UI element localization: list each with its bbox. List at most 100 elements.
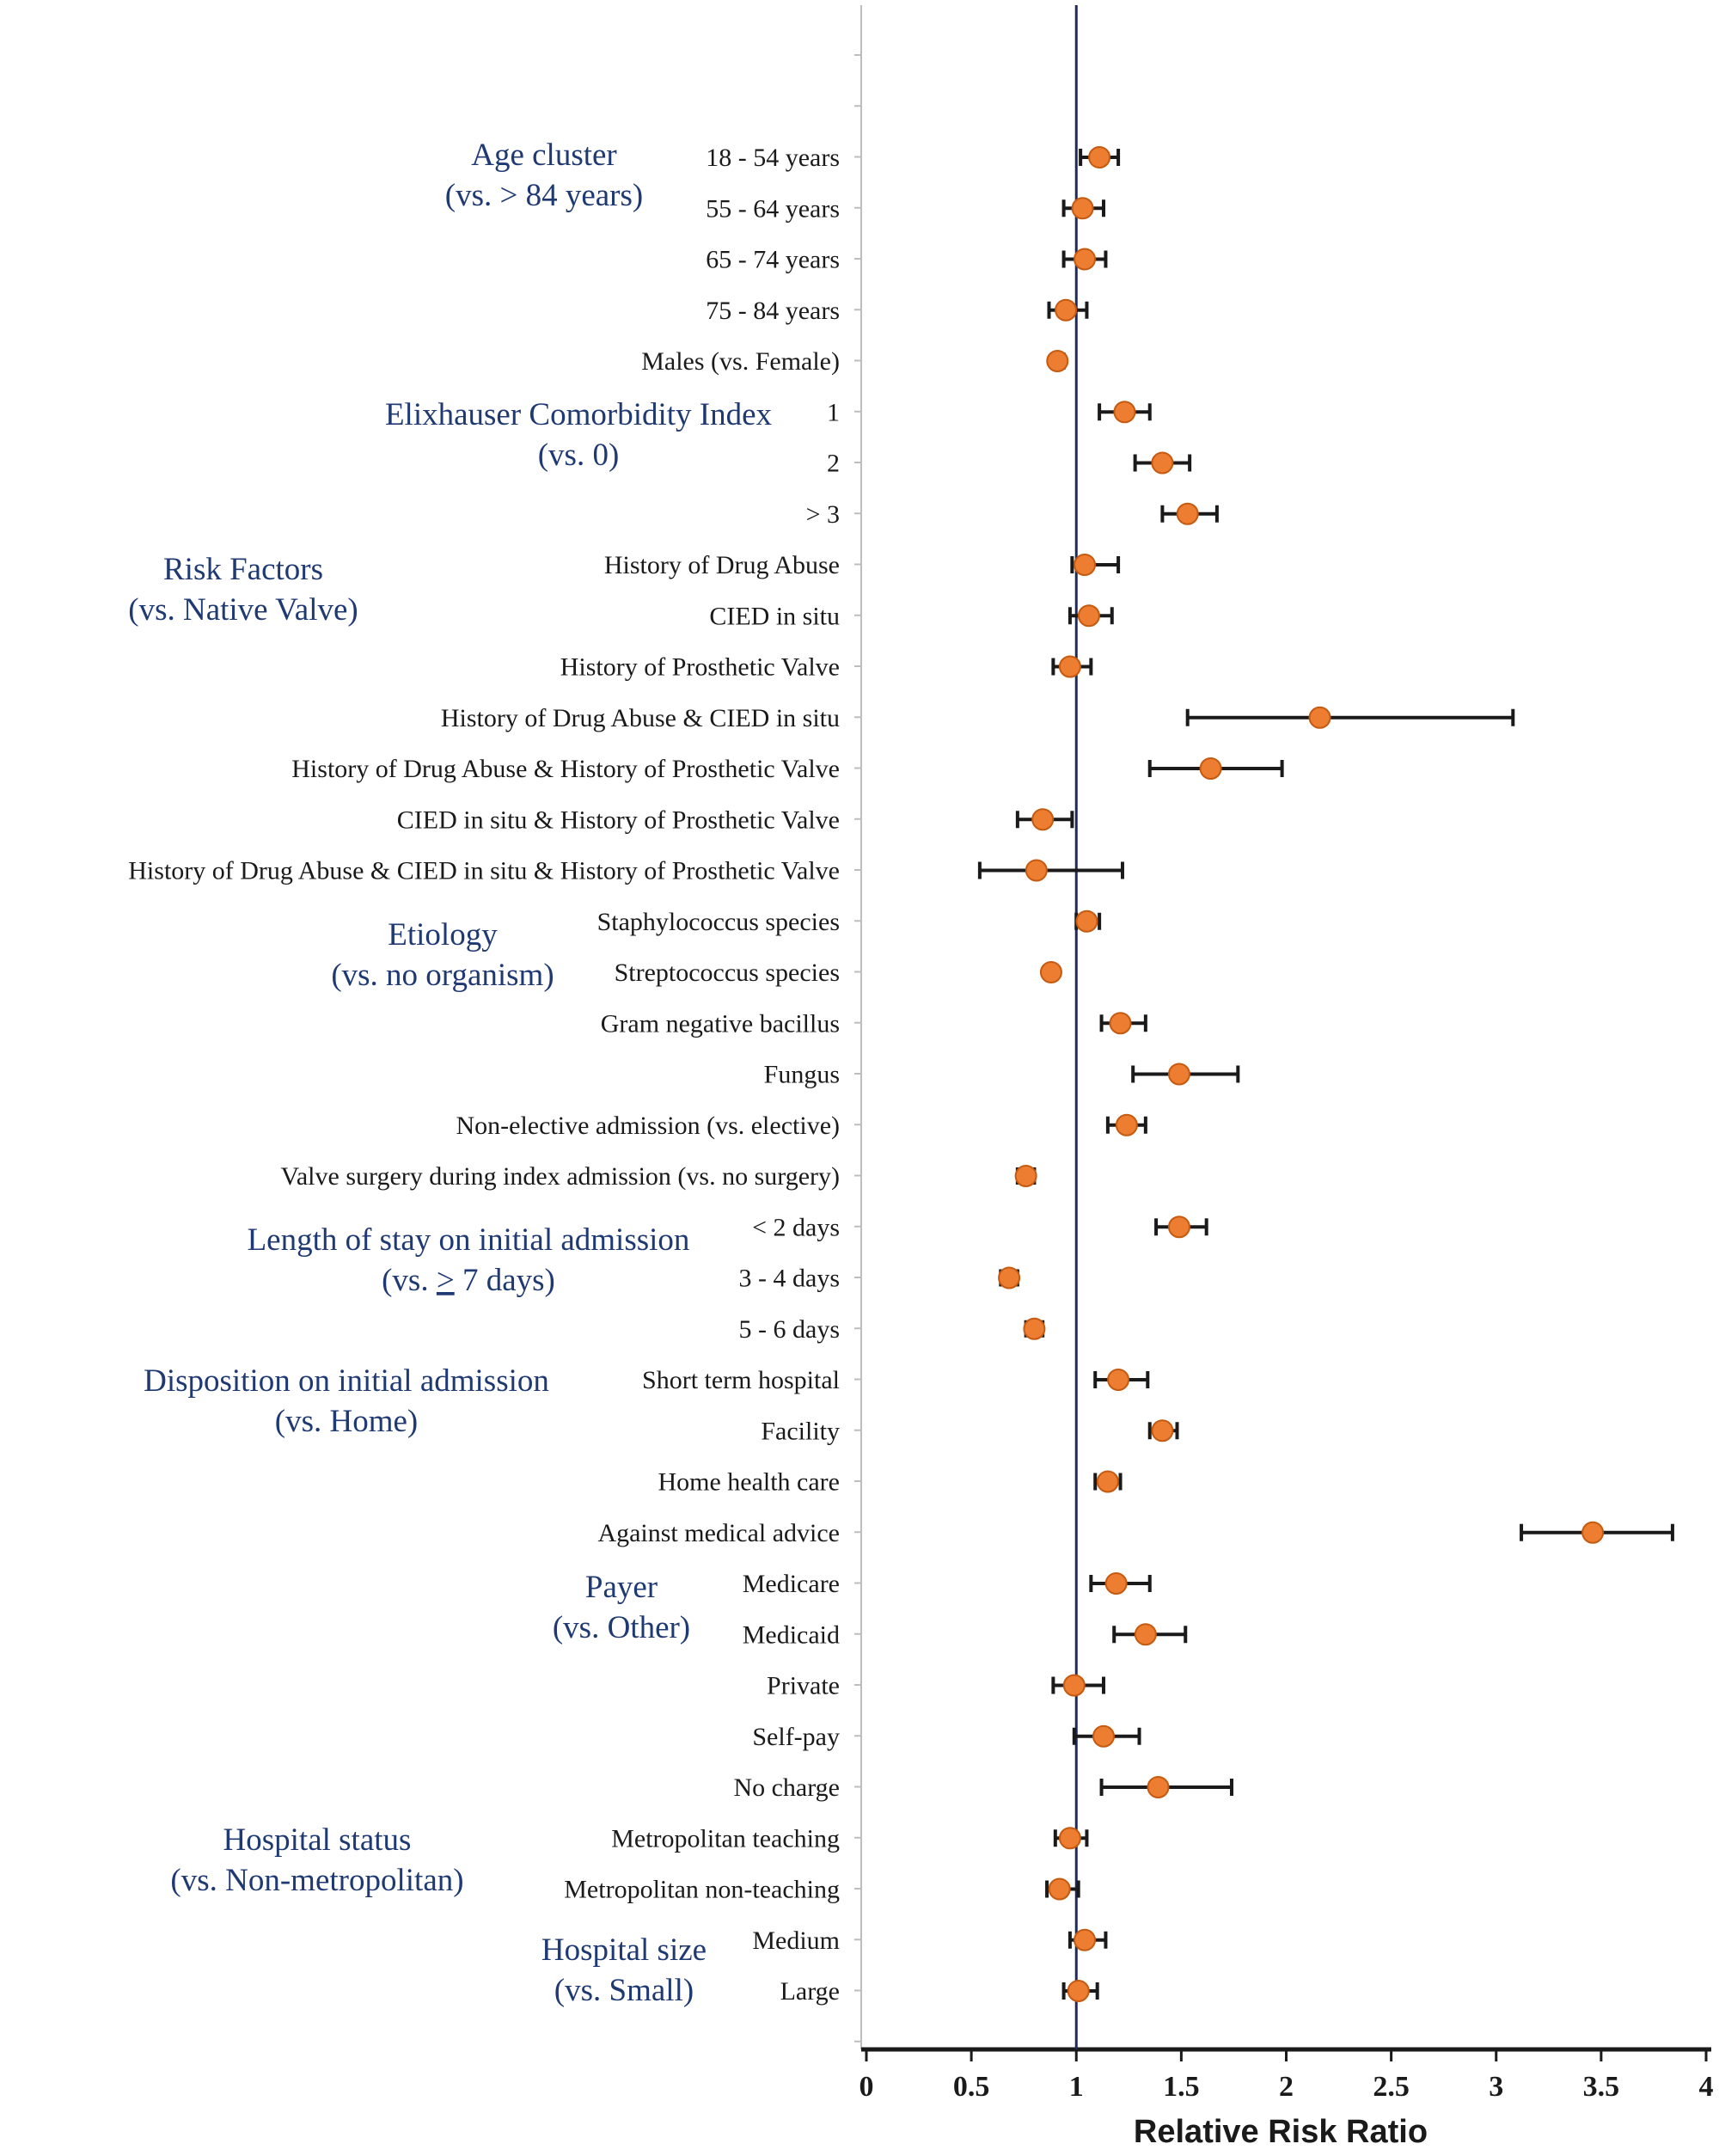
- estimate-point: [1055, 298, 1078, 322]
- estimate-point: [1104, 1572, 1128, 1595]
- estimate-point: [1071, 197, 1094, 220]
- group-label: (vs. Native Valve): [128, 592, 358, 628]
- x-tick-label: 2: [1279, 2071, 1294, 2103]
- estimate-point: [1074, 554, 1097, 576]
- estimate-point: [1067, 1980, 1090, 2002]
- group-label: (vs. Home): [275, 1404, 418, 1439]
- row-label: Streptococcus species: [615, 959, 840, 987]
- estimate-point: [1088, 146, 1111, 168]
- row-label: History of Prosthetic Valve: [560, 653, 840, 682]
- estimate-point: [1074, 1928, 1097, 1951]
- group-label: Risk Factors: [163, 552, 323, 587]
- row-label: Large: [780, 1977, 840, 2006]
- group-label: Length of stay on initial admission: [248, 1222, 690, 1258]
- row-label: Short term hospital: [642, 1366, 840, 1394]
- estimate-point: [998, 1266, 1021, 1289]
- group-label: (vs. no organism): [331, 958, 554, 993]
- group-label: Payer: [585, 1570, 658, 1605]
- x-tick-label: 3.5: [1583, 2071, 1620, 2103]
- row-label: 65 - 74 years: [706, 246, 840, 274]
- estimate-point: [1113, 401, 1136, 424]
- estimate-point: [1058, 1827, 1081, 1850]
- row-label: < 2 days: [752, 1213, 840, 1241]
- row-label: 3 - 4 days: [739, 1265, 840, 1293]
- estimate-point: [1092, 1724, 1116, 1748]
- estimate-point: [1048, 1877, 1071, 1901]
- x-tick-label: 4: [1699, 2071, 1714, 2103]
- row-label: 5 - 6 days: [739, 1315, 840, 1344]
- row-label: Medium: [752, 1926, 840, 1955]
- row-label: 55 - 64 years: [706, 194, 840, 223]
- row-label: Fungus: [764, 1061, 840, 1089]
- row-label: Self-pay: [752, 1723, 840, 1751]
- group-label: Hospital status: [223, 1822, 412, 1858]
- estimate-point: [1107, 1369, 1130, 1391]
- row-label: History of Drug Abuse: [604, 551, 840, 579]
- estimate-point: [1167, 1216, 1190, 1239]
- estimate-point: [1151, 1419, 1174, 1442]
- row-label: Non-elective admission (vs. elective): [456, 1112, 840, 1140]
- row-label: Metropolitan teaching: [611, 1824, 840, 1853]
- group-label: (vs. Non-metropolitan): [170, 1863, 463, 1898]
- row-label: Medicare: [743, 1570, 840, 1598]
- group-label: Age cluster: [471, 138, 617, 173]
- row-label: Valve surgery during index admission (vs…: [281, 1162, 840, 1191]
- estimate-point: [1046, 350, 1069, 372]
- row-label: 75 - 84 years: [706, 297, 840, 325]
- row-label: History of Drug Abuse & CIED in situ: [441, 704, 840, 732]
- group-label: Disposition on initial admission: [144, 1363, 549, 1399]
- x-axis-title: Relative Risk Ratio: [1134, 2114, 1428, 2150]
- row-label: Home health care: [658, 1468, 840, 1497]
- marks-layer: [977, 146, 1674, 2002]
- group-label: (vs. Small): [554, 1973, 694, 2008]
- group-label: Etiology: [388, 917, 498, 952]
- x-tick-label: 1: [1069, 2071, 1084, 2103]
- estimate-point: [1167, 1063, 1190, 1086]
- row-label: Males (vs. Female): [641, 347, 840, 376]
- row-label: Medicaid: [743, 1620, 840, 1649]
- estimate-point: [1176, 502, 1199, 525]
- row-label: No charge: [733, 1773, 840, 1802]
- row-label: > 3: [806, 500, 840, 529]
- row-label: Against medical advice: [597, 1519, 840, 1547]
- estimate-point: [1147, 1776, 1170, 1798]
- estimate-point: [1039, 961, 1062, 983]
- row-label: Gram negative bacillus: [601, 1009, 840, 1038]
- estimate-point: [1109, 1012, 1132, 1035]
- x-tick-label: 3: [1489, 2071, 1503, 2103]
- estimate-point: [1134, 1623, 1157, 1646]
- estimate-point: [1031, 808, 1055, 831]
- group-label: (vs. > 7 days): [382, 1263, 555, 1298]
- estimate-point: [1199, 757, 1222, 780]
- estimate-point: [1014, 1165, 1037, 1187]
- row-label: Staphylococcus species: [597, 908, 840, 936]
- x-tick-label: 2.5: [1373, 2071, 1410, 2103]
- estimate-point: [1096, 1470, 1119, 1493]
- estimate-point: [1075, 910, 1098, 933]
- x-tick-label: 0: [860, 2071, 874, 2103]
- row-label: 18 - 54 years: [706, 144, 840, 172]
- estimate-point: [1058, 655, 1081, 678]
- group-label: (vs. > 84 years): [445, 178, 643, 213]
- row-label: Private: [767, 1672, 840, 1700]
- estimate-point: [1581, 1521, 1605, 1544]
- row-label: CIED in situ: [709, 602, 840, 630]
- row-label: CIED in situ & History of Prosthetic Val…: [397, 805, 840, 834]
- estimate-point: [1062, 1674, 1086, 1697]
- row-label: History of Drug Abuse & CIED in situ & H…: [128, 857, 840, 885]
- row-label: 2: [827, 450, 840, 478]
- estimate-point: [1115, 1113, 1138, 1136]
- axis-layer: 0 0.5 1 1.5 2 2.5 3 3.5 4: [854, 5, 1714, 2103]
- x-tick-label: 0.5: [953, 2071, 990, 2103]
- estimate-point: [1023, 1317, 1046, 1340]
- row-label: Metropolitan non-teaching: [564, 1876, 840, 1904]
- row-label: Facility: [761, 1417, 840, 1445]
- row-label: History of Drug Abuse & History of Prost…: [291, 755, 840, 783]
- group-label: (vs. Other): [553, 1610, 690, 1645]
- estimate-point: [1308, 706, 1331, 729]
- estimate-point: [1025, 859, 1048, 882]
- estimate-point: [1074, 248, 1097, 271]
- group-label: Hospital size: [541, 1932, 707, 1968]
- rows-layer: 18 - 54 years 55 - 64 years 65 - 74 years 7…: [128, 144, 840, 2006]
